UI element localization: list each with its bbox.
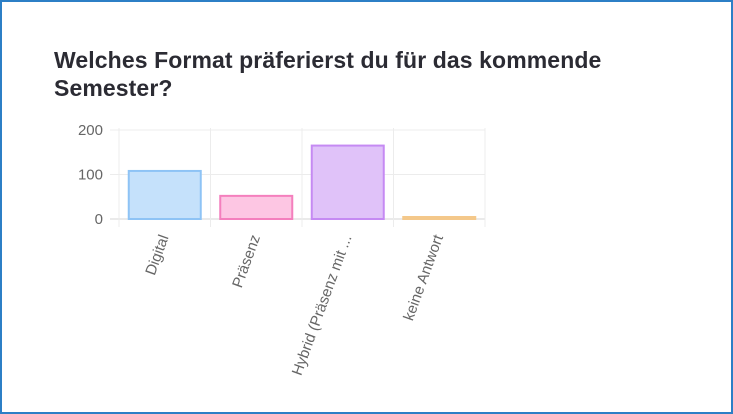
y-tick-label: 100 [78,167,103,184]
bar-0[interactable] [127,169,202,221]
x-category-label: Digital [142,233,172,278]
x-category-label: keine Antwort [400,232,447,323]
chart-bars [127,144,477,221]
x-category-label: Hybrid (Präsenz mit ... [289,233,356,378]
y-axis-ticks: 0 100 200 [78,122,103,228]
y-tick-label: 0 [95,211,103,228]
y-tick-label: 200 [78,122,103,139]
bar-2[interactable] [310,144,385,220]
bar-1[interactable] [219,194,294,220]
question-title: Welches Format präferierst du für das ko… [54,47,602,101]
bar-3[interactable] [402,216,477,220]
x-axis-labels: Digital Präsenz Hybrid (Präsenz mit ... kei… [142,232,447,378]
x-category-label: Präsenz [229,233,264,291]
